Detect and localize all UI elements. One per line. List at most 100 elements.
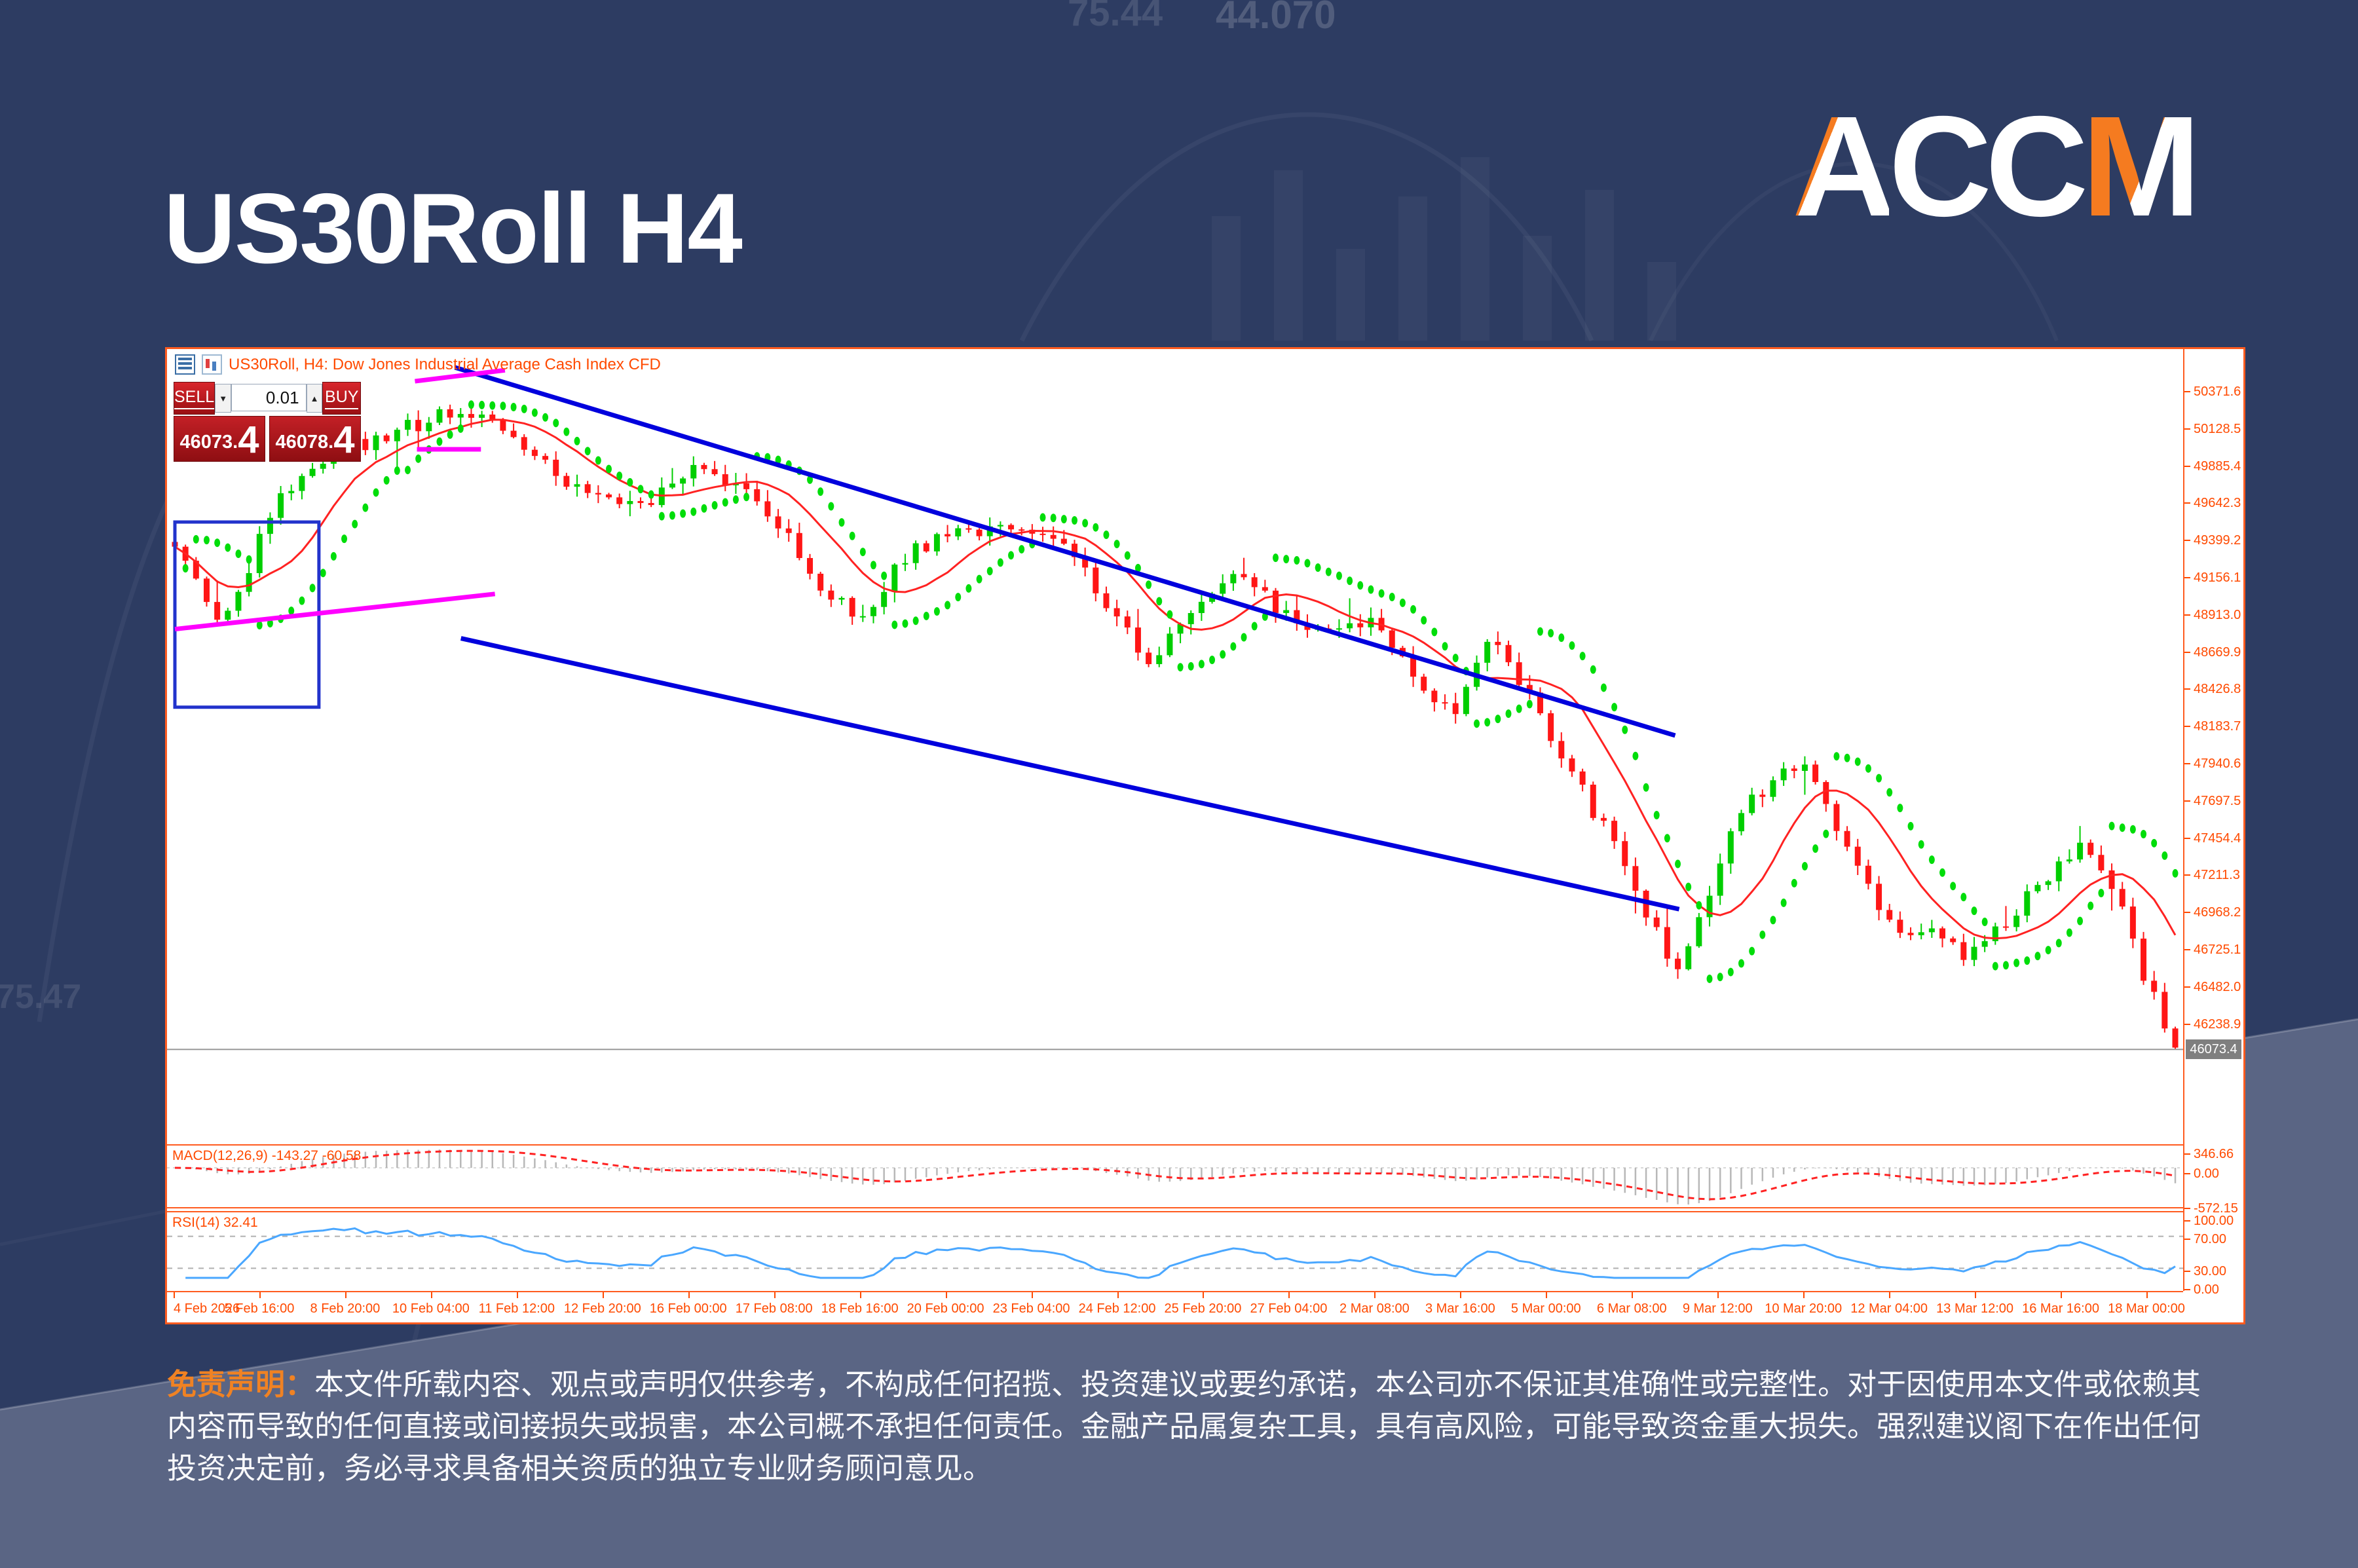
sell-button-label: SELL — [174, 388, 215, 409]
time-axis-label: 2 Mar 08:00 — [1339, 1301, 1410, 1316]
disclaimer: 免责声明：本文件所载内容、观点或声明仅供参考，不构成任何招揽、投资建议或要约承诺… — [167, 1364, 2211, 1489]
time-axis-tick — [774, 1292, 776, 1298]
axis-label: 30.00 — [2194, 1264, 2227, 1279]
macd-label: MACD(12,26,9) -143.27 -60.58 — [172, 1148, 362, 1163]
axis-label: 48426.8 — [2194, 682, 2241, 697]
watermark-number: 75.47 — [0, 978, 82, 1016]
axis-tick — [2184, 912, 2190, 914]
axis-tick — [2184, 1271, 2190, 1272]
axis-label: 48183.7 — [2194, 719, 2241, 734]
axis-tick — [2184, 1153, 2190, 1155]
brand-logo: ACCM — [1792, 96, 2201, 238]
chart-type-icon[interactable] — [202, 354, 222, 375]
time-axis-label: 12 Feb 20:00 — [563, 1301, 641, 1316]
time-axis-label: 10 Feb 04:00 — [392, 1301, 470, 1316]
axis-tick — [2184, 874, 2190, 876]
axis-label: 0.00 — [2194, 1282, 2219, 1297]
buy-price-dot: . — [328, 432, 334, 453]
time-axis-label: 18 Feb 16:00 — [821, 1301, 899, 1316]
time-axis-tick — [430, 1292, 432, 1298]
time-axis-tick — [1975, 1292, 1977, 1298]
axis-label: 50128.5 — [2194, 421, 2241, 436]
volume-input[interactable]: 0.01 — [231, 384, 307, 411]
time-axis-tick — [1031, 1292, 1033, 1298]
trading-platform-window: US30Roll, H4: Dow Jones Industrial Avera… — [165, 347, 2245, 1324]
time-axis-label: 16 Mar 16:00 — [2022, 1301, 2099, 1316]
time-axis-tick — [2146, 1292, 2148, 1298]
time-axis-tick — [1117, 1292, 1119, 1298]
axis-label: 49399.2 — [2194, 533, 2241, 548]
pane-separator — [167, 1207, 2183, 1208]
market-watch-icon[interactable] — [175, 354, 195, 375]
logo-letter-a: A — [1792, 87, 1895, 246]
main-chart-pane[interactable]: US30Roll, H4: Dow Jones Industrial Avera… — [167, 349, 2183, 1143]
axis-tick — [2184, 986, 2190, 988]
time-axis-label: 10 Mar 20:00 — [1765, 1301, 1843, 1316]
axis-label: 46725.1 — [2194, 943, 2241, 958]
sell-button[interactable]: SELL — [174, 382, 215, 415]
time-axis-label: 17 Feb 08:00 — [735, 1301, 813, 1316]
chart-titlebar: US30Roll, H4: Dow Jones Industrial Avera… — [175, 354, 661, 375]
axis-tick — [2184, 726, 2190, 728]
time-axis[interactable]: 4 Feb 2026 5 Feb 16:00 8 Feb 20:00 10 Feb 0… — [167, 1291, 2185, 1322]
one-click-trading-widget: SELL ▼ 0.01 ▲ BUY 46073. 4 46078. 4 — [174, 382, 361, 462]
price-axis[interactable]: 46073.4 50371.6 50128.5 49885.4 49642.3 4939… — [2183, 349, 2243, 1297]
volume-up-button[interactable]: ▲ — [306, 384, 323, 413]
axis-tick — [2184, 465, 2190, 467]
sell-price-main: 46073 — [179, 432, 233, 453]
axis-tick — [2184, 577, 2190, 579]
axis-tick — [2184, 1220, 2190, 1222]
sell-price-pip: 4 — [238, 419, 259, 461]
time-axis-tick — [1717, 1292, 1719, 1298]
time-axis-tick — [174, 1292, 175, 1298]
macd-indicator-pane: MACD(12,26,9) -143.27 -60.58 — [167, 1144, 2183, 1207]
axis-label: -572.15 — [2194, 1201, 2238, 1216]
watermark-number: 75.44 — [1068, 0, 1163, 34]
axis-tick — [2184, 1208, 2190, 1209]
buy-button[interactable]: BUY — [322, 382, 361, 415]
axis-tick — [2184, 1289, 2190, 1290]
time-axis-label: 4 Feb 2026 — [174, 1301, 240, 1316]
axis-label: 46968.2 — [2194, 905, 2241, 920]
axis-tick — [2184, 502, 2190, 504]
time-axis-tick — [1288, 1292, 1290, 1298]
watermark-number: 44.070 — [1216, 0, 1336, 37]
time-axis-label: 24 Feb 12:00 — [1078, 1301, 1156, 1316]
buy-price-panel[interactable]: 46078. 4 — [269, 416, 361, 462]
axis-tick — [2184, 949, 2190, 951]
axis-tick — [2184, 763, 2190, 765]
volume-down-button[interactable]: ▼ — [215, 384, 232, 413]
time-axis-label: 6 Mar 08:00 — [1596, 1301, 1667, 1316]
time-axis-tick — [602, 1292, 604, 1298]
sell-price-dot: . — [233, 432, 238, 453]
time-axis-label: 27 Feb 04:00 — [1250, 1301, 1328, 1316]
buy-button-label: BUY — [325, 388, 359, 409]
rsi-indicator-pane: RSI(14) 32.41 — [167, 1211, 2183, 1292]
axis-tick — [2184, 614, 2190, 616]
time-axis-tick — [1203, 1292, 1205, 1298]
time-axis-tick — [859, 1292, 861, 1298]
disclaimer-label: 免责声明： — [167, 1368, 315, 1401]
axis-tick — [2184, 800, 2190, 802]
time-axis-label: 3 Mar 16:00 — [1425, 1301, 1495, 1316]
axis-label: 100.00 — [2194, 1214, 2234, 1228]
time-axis-tick — [259, 1292, 261, 1298]
time-axis-label: 12 Mar 04:00 — [1850, 1301, 1928, 1316]
axis-tick — [2184, 428, 2190, 430]
time-axis-label: 16 Feb 00:00 — [649, 1301, 727, 1316]
axis-label: 49642.3 — [2194, 496, 2241, 511]
time-axis-tick — [516, 1292, 518, 1298]
time-axis-tick — [1632, 1292, 1634, 1298]
sell-price-panel[interactable]: 46073. 4 — [174, 416, 265, 462]
current-price-badge: 46073.4 — [2186, 1039, 2241, 1060]
time-axis-label: 5 Feb 16:00 — [224, 1301, 295, 1316]
time-axis-tick — [2061, 1292, 2063, 1298]
buy-price-main: 46078 — [275, 432, 329, 453]
page-title: US30Roll H4 — [164, 173, 743, 284]
time-axis-tick — [1889, 1292, 1891, 1298]
disclaimer-text: 本文件所载内容、观点或声明仅供参考，不构成任何招揽、投资建议或要约承诺，本公司亦… — [167, 1368, 2201, 1485]
time-axis-tick — [945, 1292, 947, 1298]
axis-tick — [2184, 651, 2190, 653]
axis-label: 49885.4 — [2194, 458, 2241, 474]
axis-tick — [2184, 837, 2190, 839]
